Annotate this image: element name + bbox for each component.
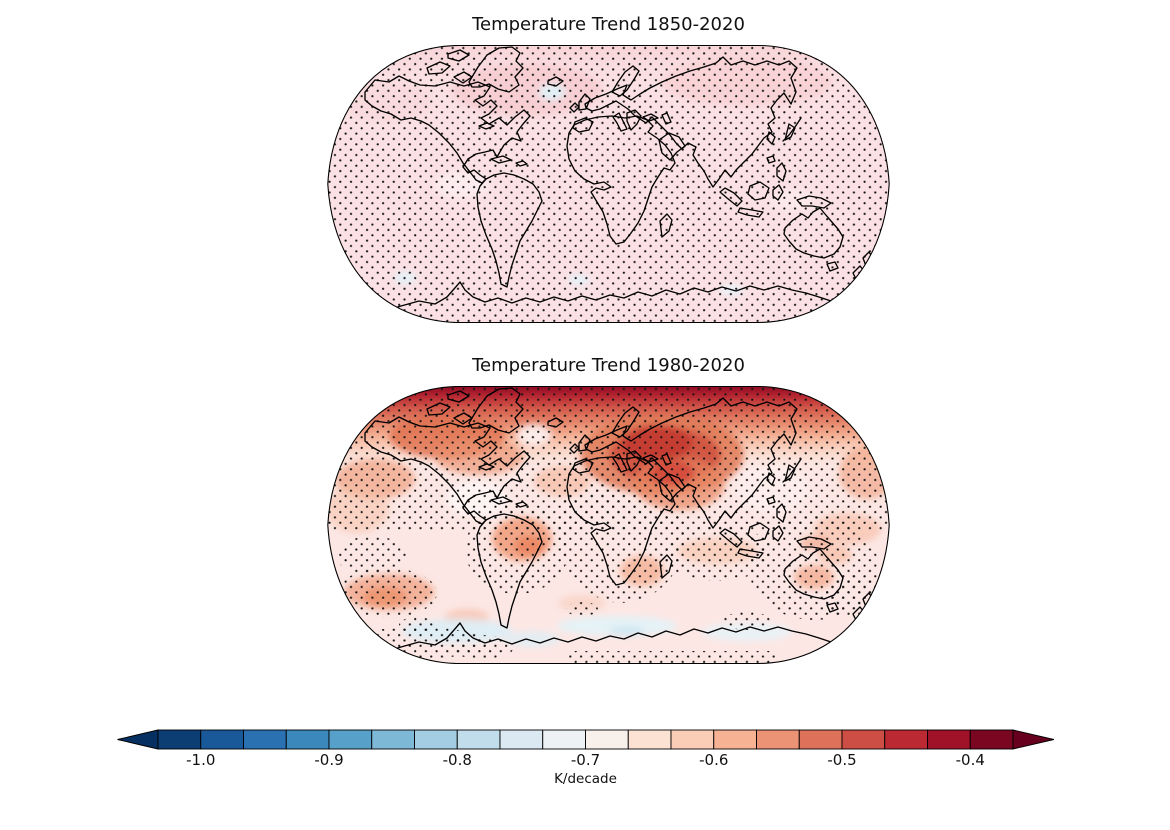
colorbar-segment: [200, 729, 244, 750]
colorbar-segment: [884, 729, 928, 750]
panel-title-1980-2020: Temperature Trend 1980-2020: [472, 355, 745, 376]
colorbar-label: K/decade: [554, 771, 617, 787]
colorbar-segment: [414, 729, 458, 750]
colorbar-segment: [927, 729, 971, 750]
colorbar-segment: [627, 729, 672, 750]
colorbar-segment: [841, 729, 886, 750]
colorbar-ticks: -1.0 -0.9 -0.8 -0.7 -0.6 -0.5 -0.4: [117, 751, 1054, 769]
colorbar-segment: [157, 729, 202, 750]
colorbar-svg: [117, 729, 1054, 750]
colorbar-over-arrow: [1012, 729, 1054, 750]
colorbar-tick-label: -0.9: [314, 751, 344, 769]
colorbar-segment: [456, 729, 501, 750]
map-1980-2020: [327, 385, 890, 665]
colorbar-under-arrow: [117, 729, 159, 750]
colorbar-segment: [542, 729, 586, 750]
colorbar-tick-label: -0.8: [442, 751, 472, 769]
colorbar-segment: [285, 729, 330, 750]
colorbar-segment: [756, 729, 800, 750]
colorbar-segment: [670, 729, 715, 750]
stipple-layer: [327, 45, 890, 323]
colorbar-segment: [328, 729, 373, 750]
map-1850-2020: [327, 44, 890, 324]
colorbar-tick-label: -0.5: [827, 751, 857, 769]
colorbar-tick-label: -0.7: [570, 751, 601, 769]
colorbar-segment: [243, 729, 287, 750]
colorbar-tick-label: -1.0: [186, 751, 216, 769]
colorbar-segment: [969, 729, 1014, 750]
colorbar-segment: [499, 729, 544, 750]
colorbar-segment: [371, 729, 415, 750]
colorbar-segment: [713, 729, 757, 750]
colorbar-segment: [585, 729, 629, 750]
colorbar-tick-label: -0.4: [955, 751, 985, 769]
panel-title-1850-2020: Temperature Trend 1850-2020: [472, 14, 745, 35]
colorbar-segment: [798, 729, 843, 750]
colorbar-tick-label: -0.6: [699, 751, 729, 769]
